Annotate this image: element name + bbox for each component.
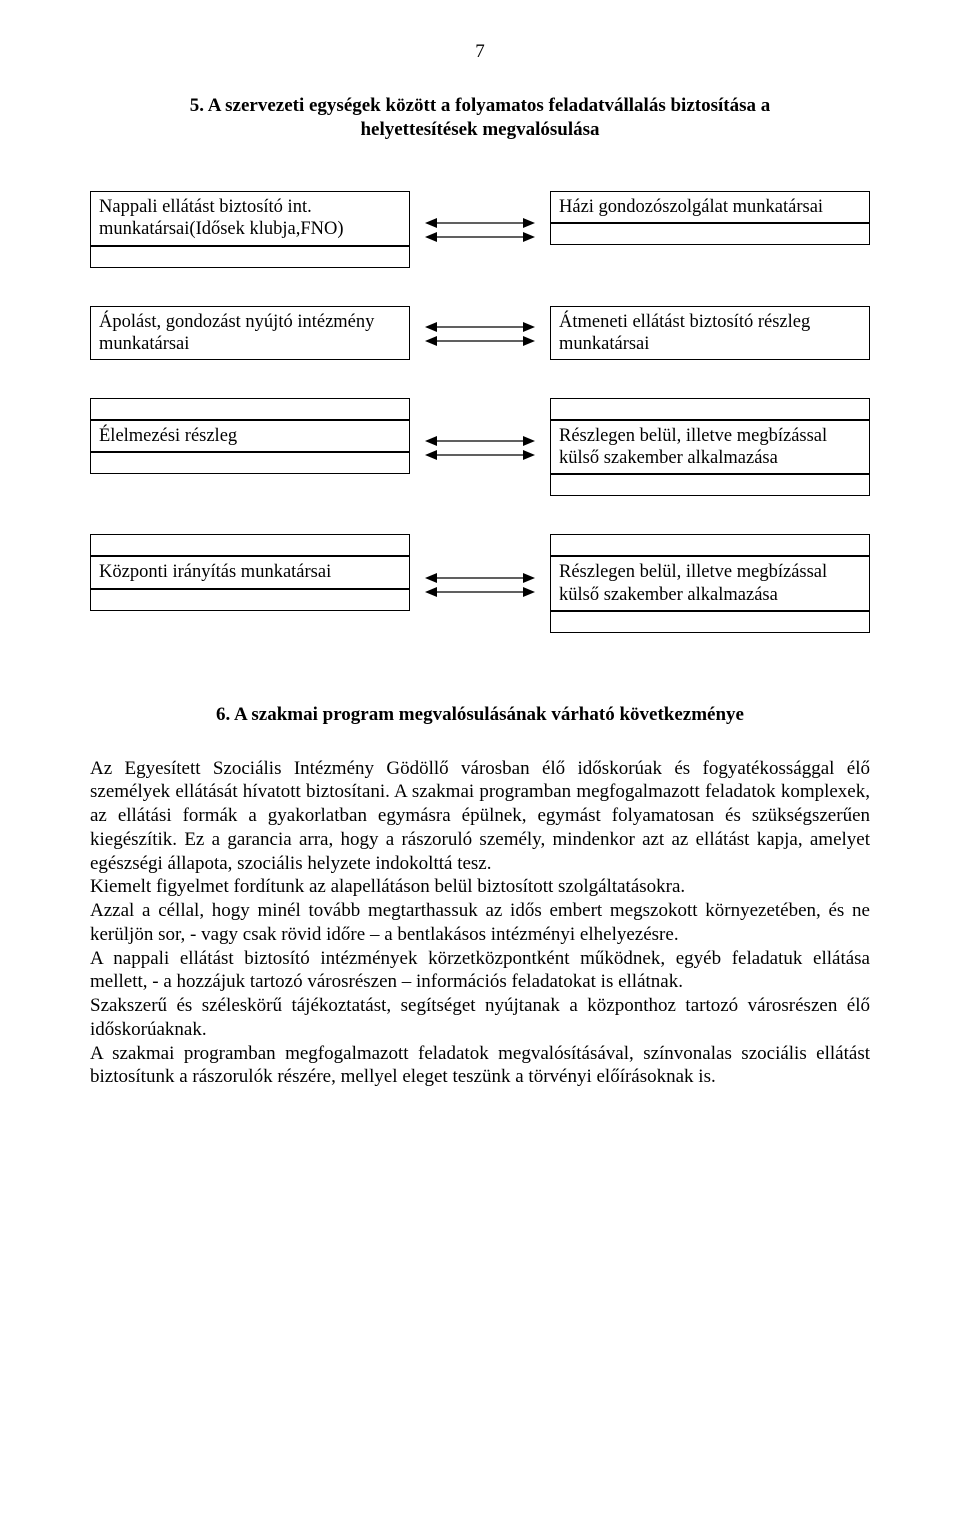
right-cell-group: Házi gondozószolgálat munkatársai xyxy=(550,191,870,267)
diagram-cell-empty xyxy=(550,611,870,633)
section-6-title: 6. A szakmai program megvalósulásának vá… xyxy=(90,703,870,727)
section-6-body: Az Egyesített Szociális Intézmény Gödöll… xyxy=(90,757,870,1090)
left-cell-group: Nappali ellátást biztosító int. munkatár… xyxy=(90,191,410,267)
diagram-cell-empty xyxy=(550,223,870,245)
double-arrow-connector xyxy=(425,306,535,360)
paragraph: Kiemelt figyelmet fordítunk az alapellát… xyxy=(90,875,870,899)
diagram-cell-empty xyxy=(550,398,870,420)
right-cell-group: Részlegen belül, illetve megbízással kül… xyxy=(550,534,870,632)
org-diagram: Nappali ellátást biztosító int. munkatár… xyxy=(90,191,870,633)
diagram-row: Élelmezési részleg Részlegen belül, ille… xyxy=(90,398,870,496)
diagram-row: Nappali ellátást biztosító int. munkatár… xyxy=(90,191,870,267)
right-cell-group: Átmeneti ellátást biztosító részleg munk… xyxy=(550,306,870,360)
paragraph: Azzal a céllal, hogy minél tovább megtar… xyxy=(90,899,870,947)
section-5-title: 5. A szervezeti egységek között a folyam… xyxy=(90,94,870,142)
diagram-cell: Részlegen belül, illetve megbízással kül… xyxy=(550,420,870,474)
diagram-cell: Házi gondozószolgálat munkatársai xyxy=(550,191,870,223)
diagram-cell: Átmeneti ellátást biztosító részleg munk… xyxy=(550,306,870,360)
double-arrow-connector xyxy=(425,534,535,632)
left-cell-group: Élelmezési részleg xyxy=(90,398,410,496)
diagram-cell-empty xyxy=(90,398,410,420)
diagram-cell-empty xyxy=(550,474,870,496)
diagram-cell-empty xyxy=(550,534,870,556)
page-number: 7 xyxy=(90,40,870,64)
double-arrow-connector xyxy=(425,191,535,267)
diagram-cell-empty xyxy=(90,452,410,474)
diagram-cell: Nappali ellátást biztosító int. munkatár… xyxy=(90,191,410,245)
diagram-row: Ápolást, gondozást nyújtó intézmény munk… xyxy=(90,306,870,360)
diagram-cell: Központi irányítás munkatársai xyxy=(90,556,410,588)
diagram-cell-empty xyxy=(90,246,410,268)
paragraph: Az Egyesített Szociális Intézmény Gödöll… xyxy=(90,757,870,876)
right-cell-group: Részlegen belül, illetve megbízással kül… xyxy=(550,398,870,496)
diagram-cell: Ápolást, gondozást nyújtó intézmény munk… xyxy=(90,306,410,360)
double-arrow-connector xyxy=(425,398,535,496)
diagram-cell-empty xyxy=(90,534,410,556)
diagram-row: Központi irányítás munkatársai Részlegen… xyxy=(90,534,870,632)
paragraph: A szakmai programban megfogalmazott fela… xyxy=(90,1042,870,1090)
paragraph: Szakszerű és széleskörű tájékoztatást, s… xyxy=(90,994,870,1042)
left-cell-group: Központi irányítás munkatársai xyxy=(90,534,410,632)
diagram-cell: Részlegen belül, illetve megbízással kül… xyxy=(550,556,870,610)
diagram-cell: Élelmezési részleg xyxy=(90,420,410,452)
left-cell-group: Ápolást, gondozást nyújtó intézmény munk… xyxy=(90,306,410,360)
paragraph: A nappali ellátást biztosító intézmények… xyxy=(90,947,870,995)
diagram-cell-empty xyxy=(90,589,410,611)
